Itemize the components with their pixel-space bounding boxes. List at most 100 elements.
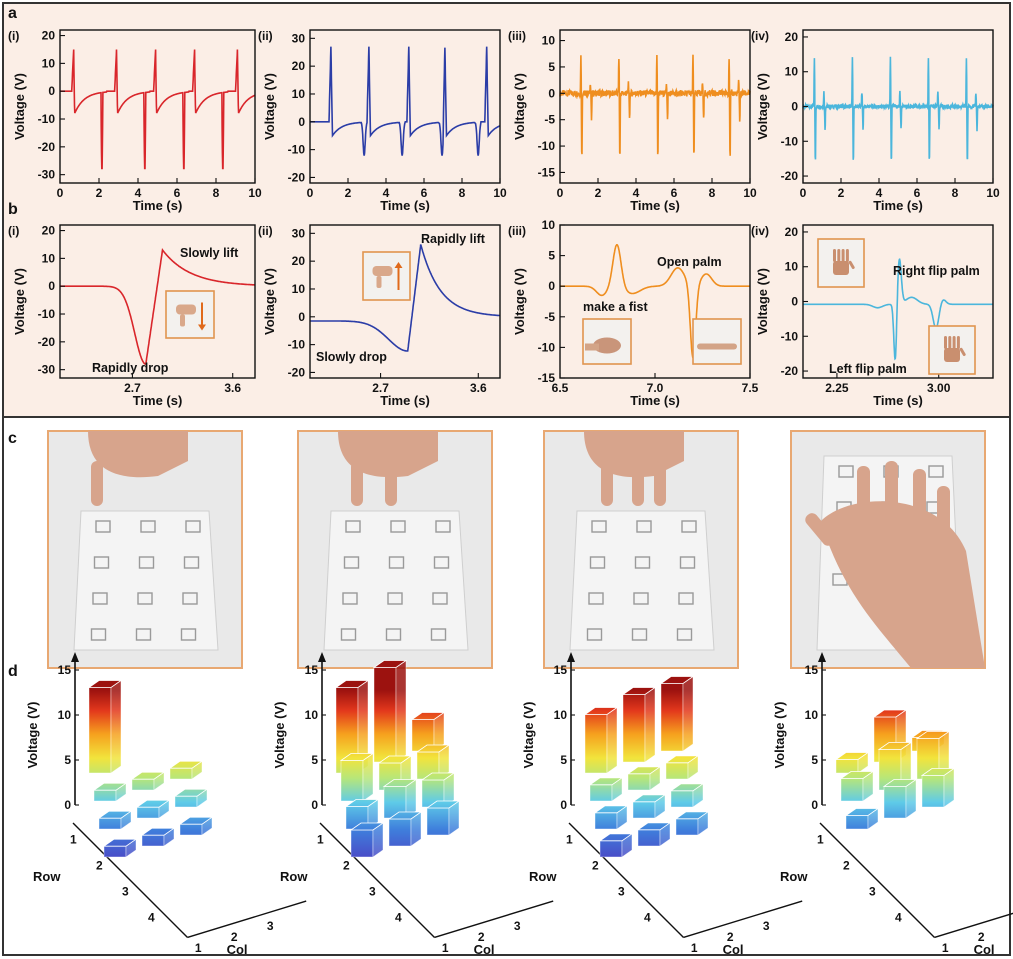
series-line-a-iii	[559, 54, 751, 156]
bar-r1-c2	[621, 686, 657, 763]
y-axis-label-a-iii: Voltage (V)	[512, 73, 527, 140]
electrode-square	[183, 556, 200, 569]
col-tick-label: 2	[231, 930, 238, 944]
col-axis	[934, 912, 1013, 939]
electrode-square	[345, 520, 361, 533]
bar-top	[410, 712, 446, 720]
finger-photo	[937, 486, 950, 546]
subpanel-label-a-iii: (iii)	[508, 29, 526, 43]
x-tick-label-a-iv: 10	[986, 186, 1000, 200]
y-tick-label-a-iv: -10	[781, 134, 799, 148]
y-tick-label-b-iii: 10	[542, 218, 556, 232]
y-tick-label-a-i: -30	[38, 168, 56, 182]
row-axis-label: Row	[780, 869, 808, 884]
electrode-square	[588, 592, 604, 605]
y-tick-label-b-i: 20	[42, 224, 56, 238]
row-tick-label: 2	[96, 858, 103, 872]
bar-front	[340, 760, 364, 802]
col-tick-label: 2	[478, 930, 485, 944]
y-tick-label-b-i: 0	[48, 279, 55, 293]
y-tick-label-a-i: 20	[42, 29, 56, 43]
x-tick-label-a-iii: 0	[557, 186, 564, 200]
electrode-square	[90, 628, 107, 641]
z-tick-label: 15	[805, 663, 819, 677]
bar-r4-c2	[636, 822, 672, 847]
y-axis-label-b-iv: Voltage (V)	[755, 268, 770, 335]
y-axis-label-b-iii: Voltage (V)	[512, 268, 527, 335]
bar-top	[420, 772, 456, 781]
annotation-b-i-2: Rapidly drop	[92, 361, 169, 375]
bar-front	[373, 667, 397, 763]
thumb-photo	[805, 513, 835, 546]
fist-glyph	[593, 337, 621, 354]
z-tick-label: 0	[811, 798, 818, 812]
panel-letter-c: c	[8, 430, 17, 447]
chart-d-3: 15 10 5 0 Voltage (V) 1 2 3 4 1 2 3 Row Col	[521, 652, 803, 957]
annotation-b-ii-2: Slowly drop	[316, 350, 387, 364]
photo-c-1	[47, 430, 243, 669]
x-tick-label-a-iv: 2	[838, 186, 845, 200]
row-axis	[819, 822, 935, 938]
electrode-square	[93, 556, 110, 569]
bar-top	[669, 783, 705, 792]
bar-side	[682, 675, 694, 752]
bar-r3-c3	[920, 767, 956, 808]
col-tick-label: 1	[942, 941, 949, 955]
y-tick-label-b-iii: -5	[544, 310, 555, 324]
finger-photo	[601, 461, 613, 506]
row-tick-label: 3	[869, 884, 876, 898]
bar-top	[872, 709, 908, 718]
bar-r3-c3	[173, 788, 209, 808]
col-tick-label: 3	[514, 919, 521, 933]
row-tick-label: 1	[817, 832, 824, 846]
electrode-square	[928, 465, 944, 478]
y-tick-label-a-iii: 10	[542, 34, 556, 48]
x-axis-label-a-iv: Time (s)	[873, 198, 923, 213]
subpanel-label-b-i: (i)	[8, 224, 19, 238]
chart-d-2: 15 10 5 0 Voltage (V) 1 2 3 4 1 2 3 Row Col	[272, 652, 554, 957]
bar-top	[178, 816, 214, 825]
bar-top	[87, 680, 123, 688]
y-tick-label-a-ii: -20	[288, 170, 306, 184]
electrode-square	[678, 592, 694, 605]
panel-letter-d: d	[8, 663, 18, 680]
electrode-square	[138, 556, 155, 569]
z-axis-arrow-icon	[818, 652, 826, 662]
bar-side	[644, 686, 656, 763]
electrode-square	[676, 628, 693, 641]
inset-b-iii-palm	[692, 318, 742, 365]
sensor-sheet	[569, 510, 715, 651]
y-tick-label-b-iv: -10	[781, 329, 799, 343]
arm-glyph	[585, 343, 599, 351]
bar-top	[664, 755, 700, 764]
x-tick-label-a-i: 2	[96, 186, 103, 200]
row-tick-label: 2	[343, 858, 350, 872]
chart-d-1: 15 10 5 0 Voltage (V) 1 2 3 4 1 2 3 Row Col	[25, 652, 307, 957]
bar-front	[670, 790, 694, 808]
x-tick-label-a-iv: 8	[952, 186, 959, 200]
photo-c-4	[790, 430, 986, 669]
z-tick-label: 0	[311, 798, 318, 812]
electrode-square	[385, 628, 402, 641]
bar-r3-c1	[593, 805, 629, 830]
subpanel-label-b-iii: (iii)	[508, 224, 526, 238]
hand-glyph	[176, 304, 196, 315]
z-tick-label: 15	[58, 663, 72, 677]
x-tick-label-a-iii: 6	[671, 186, 678, 200]
z-tick-label: 5	[811, 753, 818, 767]
bar-top	[659, 676, 695, 684]
bar-r1-c1	[583, 706, 619, 774]
bar-r1-c2	[372, 659, 408, 763]
row-tick-label: 4	[895, 910, 902, 924]
x-tick-label-b-iii: 7.5	[742, 381, 759, 395]
series-line-b-i	[60, 248, 255, 365]
bar-r3-c2	[135, 799, 171, 819]
plot-frame-a-i	[59, 29, 256, 184]
bar-front	[584, 714, 608, 774]
bar-front	[350, 829, 374, 858]
bar-front	[637, 829, 661, 847]
y-tick-label-b-i: 10	[42, 251, 56, 265]
subpanel-label-b-iv: (iv)	[751, 224, 769, 238]
